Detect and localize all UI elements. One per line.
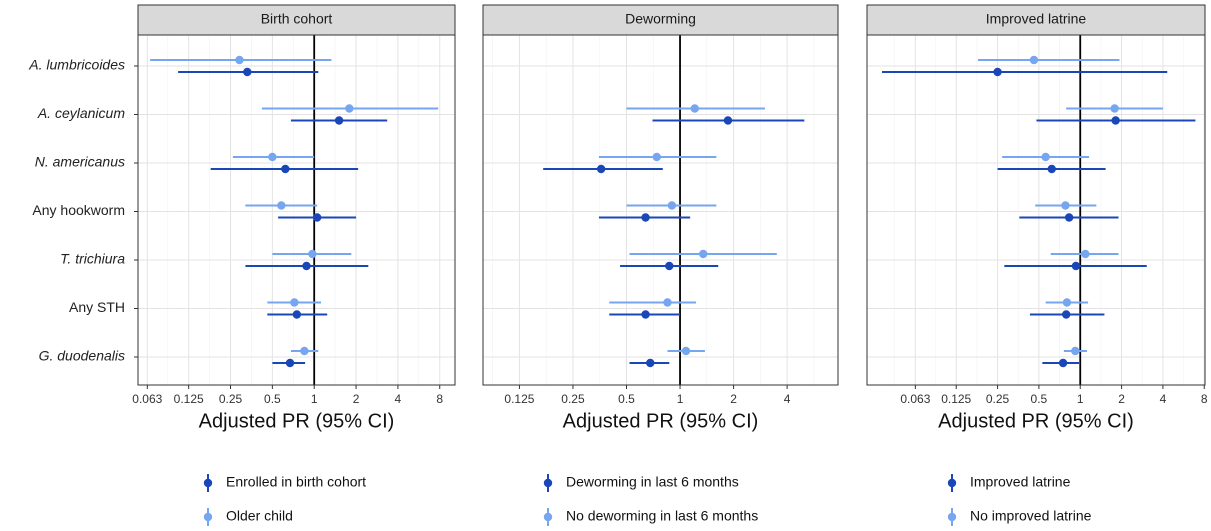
x-axis-title: Adjusted PR (95% CI): [938, 410, 1134, 432]
point: [243, 67, 252, 77]
x-tick-label: 0.25: [219, 392, 243, 406]
panel-bg: [867, 35, 1205, 385]
point: [667, 201, 677, 210]
x-tick-label: 0.25: [561, 392, 585, 406]
x-tick-label: 0.125: [504, 392, 534, 406]
legend-label: No deworming in last 6 months: [566, 508, 758, 524]
y-tick-label: Any STH: [69, 299, 125, 315]
y-tick-label: A. lumbricoides: [28, 57, 125, 73]
legend-label: No improved latrine: [970, 508, 1092, 524]
x-tick-label: 0.125: [941, 392, 971, 406]
x-tick-label: 1: [311, 392, 318, 406]
x-tick-label: 8: [1201, 392, 1208, 406]
x-tick-label: 4: [395, 392, 402, 406]
point: [1064, 213, 1074, 222]
point: [1029, 55, 1039, 65]
panel-title: Improved latrine: [986, 11, 1087, 27]
point: [268, 152, 277, 162]
point: [1041, 152, 1050, 162]
x-tick-label: 2: [730, 392, 737, 406]
legend-label: Older child: [226, 508, 293, 524]
x-axis-title: Adjusted PR (95% CI): [563, 410, 759, 432]
legend-label: Improved latrine: [970, 474, 1071, 490]
point: [277, 201, 286, 210]
x-tick-label: 2: [353, 392, 360, 406]
legend-label: Deworming in last 6 months: [566, 474, 739, 490]
x-tick-label: 4: [784, 392, 791, 406]
point: [1061, 201, 1070, 210]
x-tick-label: 0.5: [1031, 392, 1048, 406]
point: [302, 261, 311, 271]
panel-title: Deworming: [625, 11, 696, 27]
point: [281, 164, 290, 174]
point: [1071, 261, 1081, 271]
legend-point: [543, 512, 553, 522]
strip: [866, 4, 1206, 36]
point: [1058, 358, 1068, 368]
x-axis-title: Adjusted PR (95% CI): [199, 410, 395, 432]
x-tick-label: 8: [436, 392, 443, 406]
y-tick-label: T. trichiura: [60, 251, 125, 267]
point: [1111, 116, 1120, 125]
point: [1047, 164, 1056, 174]
point: [285, 358, 295, 368]
point: [334, 116, 344, 125]
point: [681, 346, 691, 356]
legend-label: Enrolled in birth cohort: [226, 474, 366, 490]
panel-bg: [483, 35, 838, 385]
legend-point: [947, 512, 957, 522]
y-tick-label: G. duodenalis: [39, 348, 125, 364]
x-tick-label: 1: [677, 392, 684, 406]
x-tick-label: 0.125: [174, 392, 204, 406]
panel-bg: [138, 35, 455, 385]
point: [993, 67, 1002, 77]
x-tick-label: 0.5: [618, 392, 635, 406]
point: [723, 116, 733, 125]
point: [641, 310, 650, 319]
x-tick-label: 1: [1077, 392, 1084, 406]
x-tick-label: 2: [1118, 392, 1125, 406]
point: [300, 346, 309, 356]
point: [308, 249, 317, 259]
point: [652, 152, 661, 162]
x-tick-label: 4: [1160, 392, 1167, 406]
point: [292, 310, 302, 319]
x-tick-label: 0.063: [132, 392, 162, 406]
point: [1081, 249, 1090, 259]
x-tick-label: 0.25: [986, 392, 1010, 406]
point: [312, 213, 322, 222]
point: [699, 249, 708, 259]
x-tick-label: 0.063: [900, 392, 930, 406]
x-tick-label: 0.5: [264, 392, 281, 406]
legend-point: [203, 478, 213, 488]
point: [665, 261, 674, 271]
y-tick-label: A. ceylanicum: [37, 105, 125, 121]
legend-point: [203, 512, 213, 522]
point: [290, 298, 299, 307]
point: [690, 104, 699, 113]
y-tick-label: N. americanus: [35, 154, 125, 170]
legend-point: [947, 478, 957, 488]
panel-title: Birth cohort: [261, 11, 333, 27]
point: [646, 358, 655, 368]
point: [1061, 310, 1071, 319]
point: [1071, 346, 1080, 356]
strip: [482, 4, 839, 36]
point: [1110, 104, 1119, 113]
point: [641, 213, 650, 222]
point: [596, 164, 606, 174]
point: [1062, 298, 1072, 307]
point: [345, 104, 354, 113]
point: [235, 55, 244, 65]
legend-point: [543, 478, 553, 488]
strip: [137, 4, 456, 36]
y-tick-label: Any hookworm: [32, 202, 125, 218]
point: [663, 298, 672, 307]
